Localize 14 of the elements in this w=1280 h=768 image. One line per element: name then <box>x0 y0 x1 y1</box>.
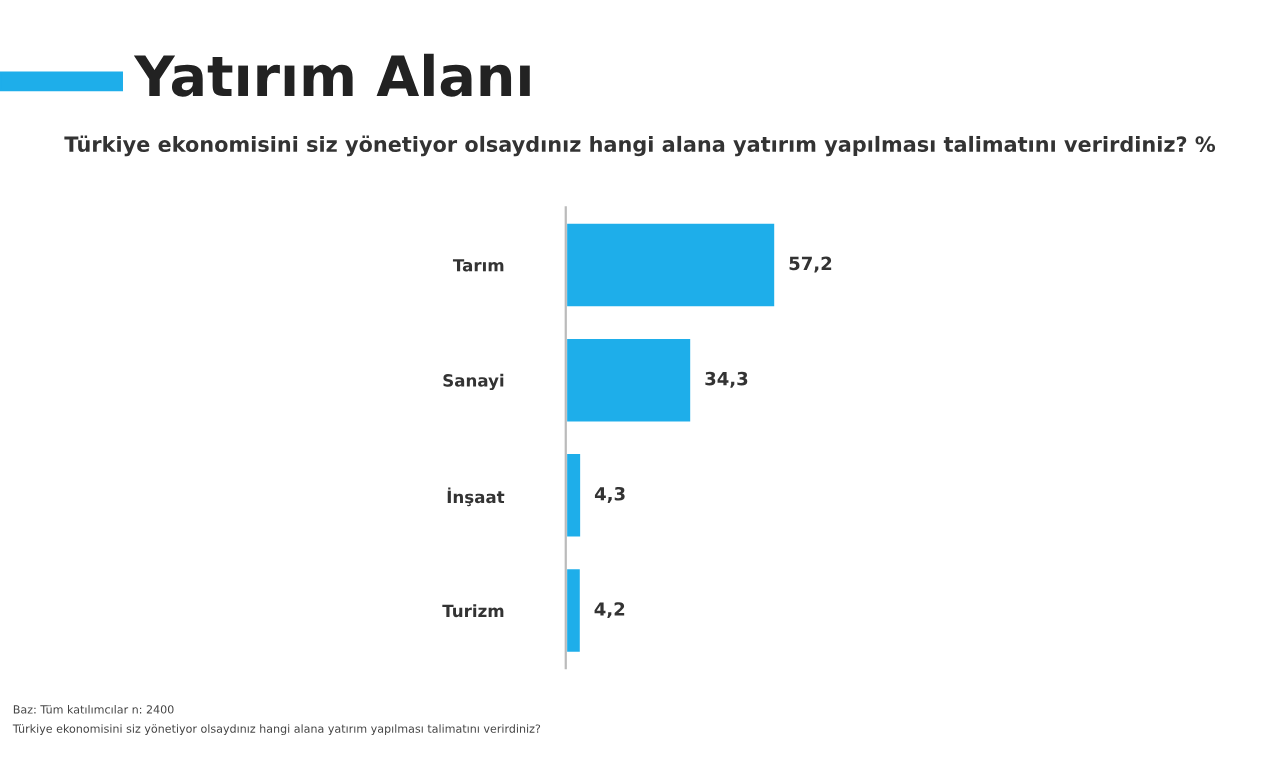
chart-title: Yatırım Alanı <box>133 53 530 97</box>
data-label: 57,2 <box>789 256 832 273</box>
bar <box>565 566 583 655</box>
data-label: 4,3 <box>594 486 625 503</box>
data-label: 4,2 <box>594 602 625 619</box>
y-tick-label: Turizm <box>442 604 504 618</box>
bar <box>565 451 583 540</box>
y-tick-label: Tarım <box>452 259 504 272</box>
y-tick-label: İnşaat <box>447 487 505 507</box>
bar <box>565 220 777 309</box>
y-tick-label: Sanayi <box>443 373 504 391</box>
bar <box>565 336 693 425</box>
data-label: 34,3 <box>705 371 748 388</box>
chart-subtitle: Türkiye ekonomisini siz yönetiyor olsaydınız hangi alana yatırım yapılması talimatını verirdiniz? % <box>64 135 1216 157</box>
